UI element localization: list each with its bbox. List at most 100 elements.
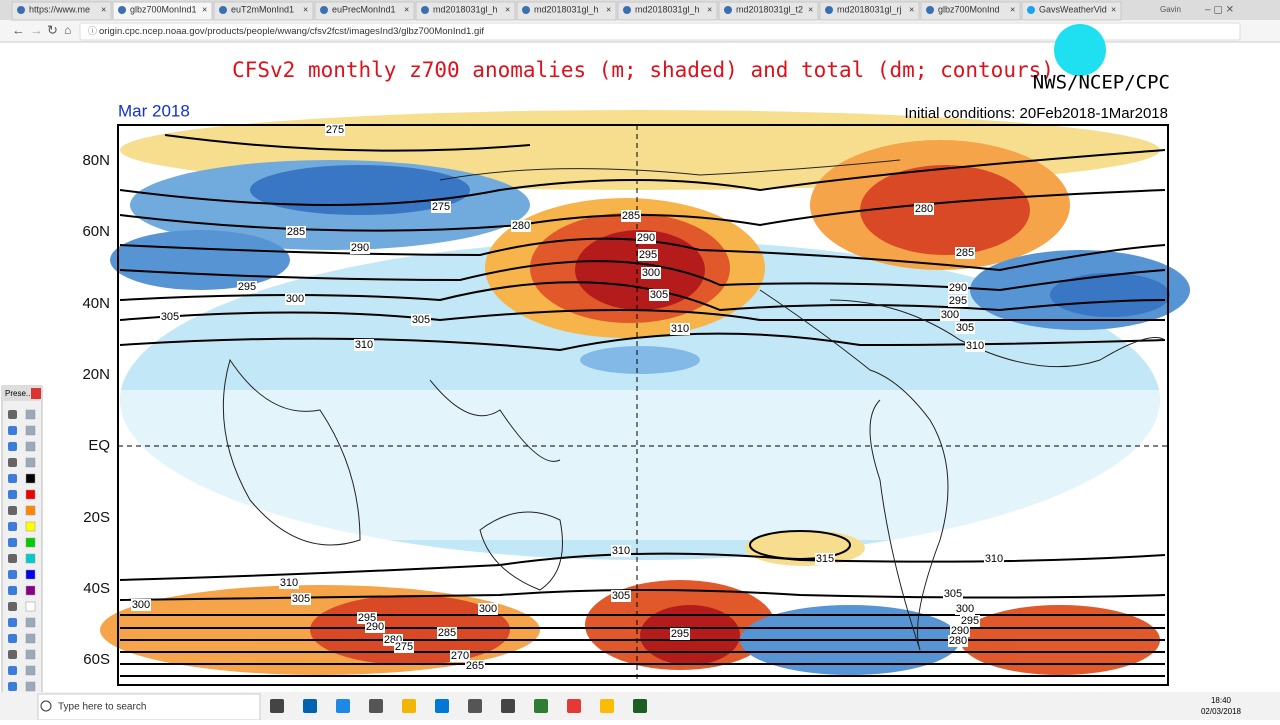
tool-icon[interactable]: [8, 490, 17, 499]
contour-label-bg: [465, 660, 485, 672]
shade: [1050, 273, 1170, 317]
tool-icon[interactable]: [8, 506, 17, 515]
back-button[interactable]: ←: [12, 22, 25, 37]
forward-button[interactable]: →: [30, 22, 43, 37]
tool-icon[interactable]: [8, 602, 17, 611]
panel-close[interactable]: [31, 388, 41, 399]
profile-name[interactable]: Gavin: [1160, 5, 1181, 14]
tool-icon[interactable]: [25, 457, 36, 468]
tool-icon[interactable]: [8, 586, 17, 595]
window-controls[interactable]: – ▢ ✕: [1205, 5, 1234, 16]
tool-icon[interactable]: [8, 618, 17, 627]
taskbar-app[interactable]: [369, 699, 383, 713]
contour-label-bg: [611, 545, 631, 557]
tool-icon[interactable]: [25, 617, 36, 628]
tool-icon[interactable]: [25, 553, 36, 564]
tab-close[interactable]: ×: [808, 4, 813, 14]
tool-icon[interactable]: [8, 442, 17, 451]
tool-icon[interactable]: [8, 650, 17, 659]
tab[interactable]: md2018031gl_h ×: [516, 1, 617, 21]
taskbar-app[interactable]: [336, 699, 350, 713]
tab[interactable]: https://www.me ×: [11, 1, 112, 21]
tab-favicon: [118, 6, 126, 14]
taskbar-app[interactable]: [435, 699, 449, 713]
tool-icon[interactable]: [8, 666, 17, 675]
taskbar-app[interactable]: [567, 699, 581, 713]
tab[interactable]: GavsWeatherVid ×: [1021, 1, 1122, 21]
tool-icon[interactable]: [25, 489, 36, 500]
tab-close[interactable]: ×: [1111, 4, 1116, 14]
tool-icon[interactable]: [8, 474, 17, 483]
tool-icon[interactable]: [25, 521, 36, 532]
search-icon: [40, 700, 52, 712]
tab[interactable]: euT2mMonInd1 ×: [213, 1, 314, 21]
contour-label: 295: [639, 249, 657, 261]
tab[interactable]: md2018031gl_t2 ×: [718, 1, 819, 21]
taskbar-app[interactable]: [303, 699, 317, 713]
tab[interactable]: euPrecMonInd1 ×: [314, 1, 415, 21]
tab[interactable]: md2018031gl_rj ×: [819, 1, 920, 21]
tab-close[interactable]: ×: [101, 4, 106, 14]
contour-label-bg: [621, 210, 641, 222]
search-text[interactable]: Type here to search: [58, 702, 146, 713]
tool-icon[interactable]: [25, 569, 36, 580]
contour-label: 295: [238, 281, 256, 293]
tab-close[interactable]: ×: [505, 4, 510, 14]
tool-icon[interactable]: [8, 426, 17, 435]
contour-label-bg: [955, 322, 975, 334]
tool-icon[interactable]: [25, 425, 36, 436]
contour-label-bg: [638, 249, 658, 261]
tool-icon[interactable]: [8, 458, 17, 467]
home-button[interactable]: ⌂: [64, 23, 71, 37]
tool-icon[interactable]: [25, 649, 36, 660]
latitude-labels: 80N 60N 40N 20N EQ 20S 40S 60S: [82, 152, 110, 668]
tool-icon[interactable]: [25, 601, 36, 612]
contour-label: 300: [132, 599, 150, 611]
tool-icon[interactable]: [25, 537, 36, 548]
taskbar-app[interactable]: [534, 699, 548, 713]
taskbar-app[interactable]: [402, 699, 416, 713]
tool-icon[interactable]: [8, 570, 17, 579]
tool-icon[interactable]: [25, 505, 36, 516]
tab-close[interactable]: ×: [303, 4, 308, 14]
tool-icon[interactable]: [8, 538, 17, 547]
contour-label: 285: [287, 226, 305, 238]
url[interactable]: origin.cpc.ncep.noaa.gov/products/people…: [99, 26, 484, 37]
tab-close[interactable]: ×: [707, 4, 712, 14]
taskbar-app[interactable]: [501, 699, 515, 713]
tool-icon[interactable]: [8, 410, 17, 419]
tool-icon[interactable]: [25, 585, 36, 596]
tab-shape: [112, 1, 213, 21]
taskbar-app[interactable]: [270, 699, 284, 713]
tab-close[interactable]: ×: [1010, 4, 1015, 14]
tab[interactable]: md2018031gl_h ×: [617, 1, 718, 21]
tab-close[interactable]: ×: [909, 4, 914, 14]
tool-icon[interactable]: [25, 473, 36, 484]
tab[interactable]: glbz700MonInd ×: [920, 1, 1021, 21]
taskbar-app[interactable]: [633, 699, 647, 713]
reload-button[interactable]: ↻: [47, 22, 58, 37]
tab-favicon: [825, 6, 833, 14]
taskbar-app[interactable]: [600, 699, 614, 713]
coastline: [479, 511, 563, 591]
contour: [749, 530, 851, 560]
tool-icon[interactable]: [25, 441, 36, 452]
tab-close[interactable]: ×: [202, 4, 207, 14]
tool-icon[interactable]: [8, 634, 17, 643]
tab[interactable]: glbz700MonInd1 ×: [112, 1, 213, 21]
info-icon[interactable]: ⓘ: [88, 26, 97, 36]
tab-close[interactable]: ×: [606, 4, 611, 14]
tool-icon[interactable]: [25, 665, 36, 676]
address-bar[interactable]: [79, 22, 1241, 41]
taskbar-app[interactable]: [468, 699, 482, 713]
tool-icon[interactable]: [25, 633, 36, 644]
tab-close[interactable]: ×: [404, 4, 409, 14]
tool-icon[interactable]: [25, 409, 36, 420]
tool-icon[interactable]: [8, 554, 17, 563]
tool-icon[interactable]: [8, 522, 17, 531]
latitude-label: 40S: [83, 580, 110, 597]
tool-icon[interactable]: [8, 682, 17, 691]
tool-icon[interactable]: [25, 681, 36, 692]
tab[interactable]: md2018031gl_h ×: [415, 1, 516, 21]
